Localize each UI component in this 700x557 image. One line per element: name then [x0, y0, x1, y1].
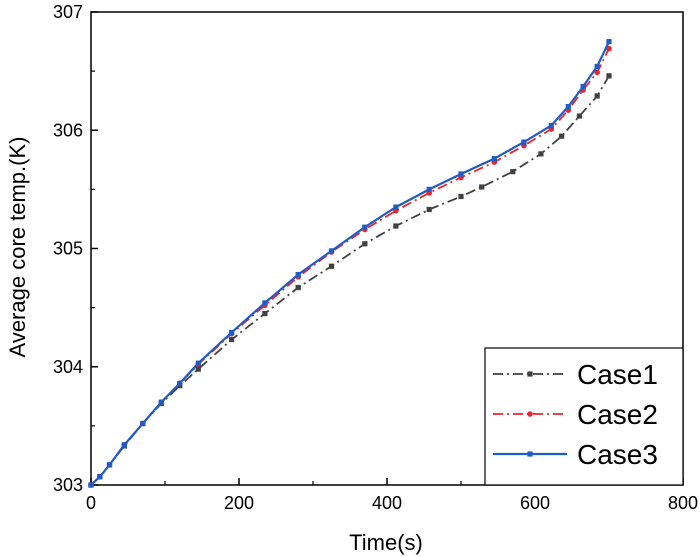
legend-label-Case3: Case3 [577, 439, 658, 470]
x-tick-label-4: 800 [668, 493, 698, 513]
point-Case3-2 [106, 462, 113, 468]
point-Case3-22 [606, 38, 612, 45]
point-Case1-10 [295, 284, 301, 291]
point-Case3-11 [328, 248, 335, 254]
point-Case1-16 [479, 184, 485, 190]
point-Case1-18 [538, 151, 544, 157]
point-Case3-9 [262, 300, 268, 306]
point-Case3-6 [177, 380, 183, 386]
point-Case3-4 [140, 420, 146, 427]
x-tick-label-2: 400 [372, 493, 402, 513]
point-Case2-21 [594, 69, 600, 76]
y-tick-label-0: 303 [53, 475, 83, 495]
point-Case1-12 [362, 241, 368, 247]
x-tick-label-1: 200 [224, 493, 254, 513]
x-tick-label-3: 600 [520, 493, 550, 513]
point-Case1-19 [559, 133, 565, 139]
point-Case3-18 [548, 122, 554, 129]
x-tick-label-0: 0 [86, 493, 96, 513]
y-tick-label-3: 306 [53, 120, 83, 140]
point-Case1-7 [195, 366, 201, 372]
point-Case1-14 [426, 206, 432, 213]
legend-marker-Case3 [527, 451, 533, 457]
point-Case3-5 [158, 399, 164, 405]
point-Case3-8 [229, 329, 235, 336]
point-Case3-7 [195, 360, 201, 366]
point-Case3-0 [88, 482, 94, 488]
point-Case1-9 [262, 310, 268, 317]
point-Case3-12 [362, 224, 368, 230]
legend-box [484, 347, 684, 486]
point-Case3-21 [594, 63, 600, 69]
point-Case1-17 [510, 169, 516, 175]
point-Case2-22 [606, 45, 612, 52]
point-Case3-3 [121, 442, 127, 448]
y-axis-label: Average core temp.(K) [5, 137, 30, 358]
y-tick-label-2: 305 [53, 239, 83, 259]
point-Case3-20 [580, 83, 586, 90]
point-Case3-10 [295, 271, 301, 278]
legend-marker-Case1 [527, 371, 533, 377]
point-Case1-11 [328, 263, 335, 269]
series-Case3 [88, 38, 612, 488]
point-Case3-14 [426, 186, 432, 192]
legend: Case1 Case2 Case3 [484, 347, 684, 486]
axes: 0 200 400 600 800 303 304 305 306 307 [53, 2, 698, 513]
series-layer [88, 38, 612, 488]
point-Case3-19 [565, 104, 571, 110]
point-Case1-8 [229, 336, 235, 343]
x-axis-label: Time(s) [349, 530, 423, 555]
point-Case1-22 [606, 73, 612, 79]
y-tick-label-1: 304 [53, 357, 83, 377]
point-Case3-16 [491, 156, 497, 162]
legend-marker-Case2 [527, 411, 533, 417]
point-Case3-1 [97, 474, 103, 480]
y-tick-label-4: 307 [53, 2, 83, 22]
point-Case1-20 [576, 113, 582, 119]
legend-label-Case2: Case2 [577, 399, 658, 430]
point-Case1-15 [458, 193, 464, 200]
point-Case3-15 [458, 171, 464, 177]
point-Case3-17 [521, 139, 527, 145]
point-Case3-13 [393, 204, 399, 210]
point-Case1-13 [393, 223, 399, 229]
legend-label-Case1: Case1 [577, 359, 658, 390]
point-Case1-21 [594, 93, 600, 99]
